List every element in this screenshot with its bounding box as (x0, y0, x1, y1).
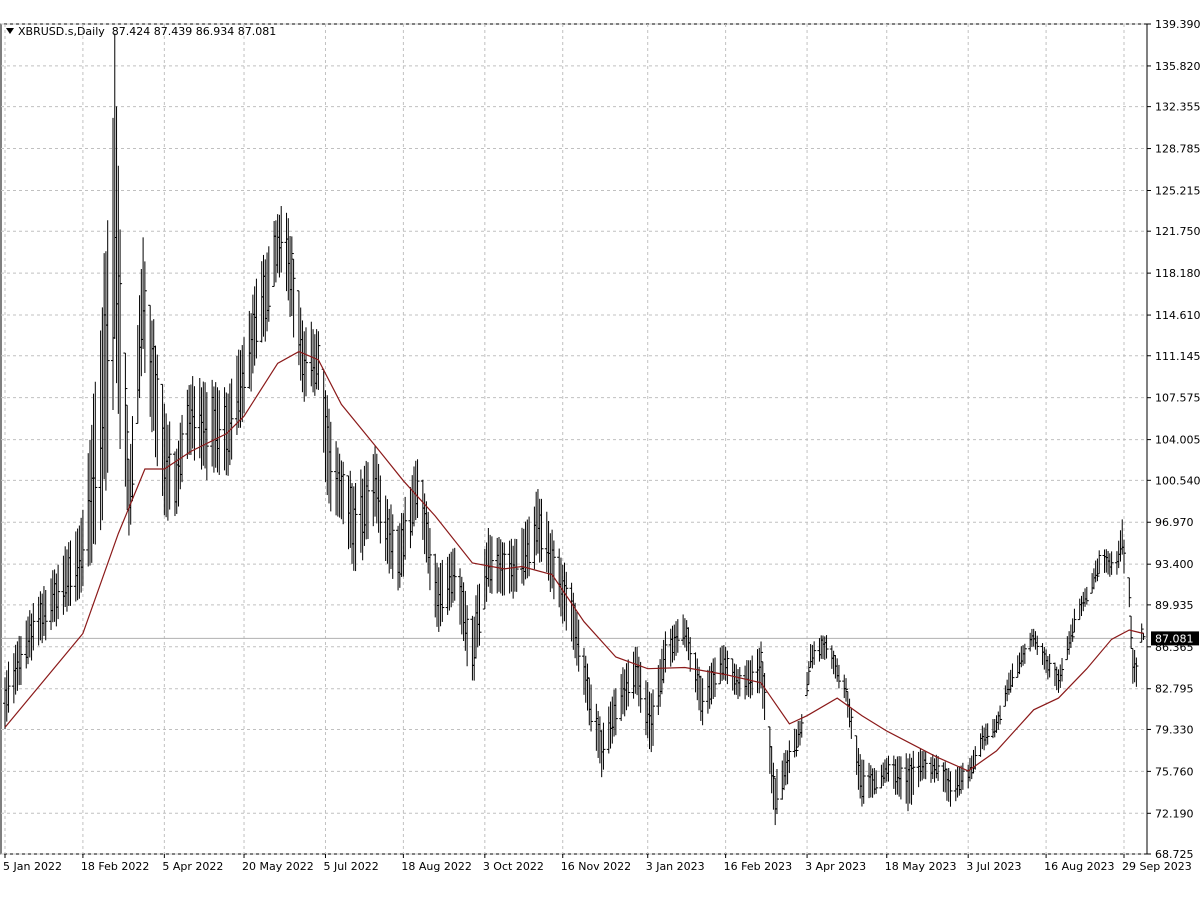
y-tick-label: 128.785 (1155, 143, 1200, 156)
x-tick-label: 20 May 2022 (242, 860, 314, 873)
x-tick-label: 16 Aug 2023 (1044, 860, 1114, 873)
x-tick-label: 18 May 2023 (885, 860, 957, 873)
collapse-triangle-icon[interactable] (6, 28, 14, 34)
x-tick-label: 29 Sep 2023 (1122, 860, 1192, 873)
last-price-tag-bg (1151, 631, 1199, 646)
x-axis: 5 Jan 2022 18 Feb 2022 5 Apr 2022 20 May 20… (3, 854, 1192, 873)
y-tick-label: 118.180 (1155, 267, 1200, 280)
last-price-tag: 87.081 (1151, 631, 1199, 646)
y-tick-label: 111.145 (1155, 350, 1200, 363)
last-price-label: 87.081 (1155, 632, 1194, 645)
y-tick-label: 121.750 (1155, 225, 1200, 238)
y-tick-label: 114.610 (1155, 309, 1200, 322)
x-tick-label: 18 Feb 2022 (81, 860, 149, 873)
y-tick-label: 107.575 (1155, 392, 1200, 405)
x-tick-label: 3 Jul 2023 (966, 860, 1021, 873)
symbol-label: XBRUSD.s,Daily (18, 25, 105, 38)
x-tick-label: 16 Nov 2022 (561, 860, 631, 873)
x-tick-label: 3 Apr 2023 (805, 860, 866, 873)
moving-average-line (4, 350, 1144, 772)
price-bars (3, 33, 1146, 826)
y-tick-label: 79.330 (1155, 723, 1194, 736)
x-tick-label: 16 Feb 2023 (724, 860, 792, 873)
y-axis: 139.390 135.820 132.355 128.785 125.215 121.7… (1147, 18, 1200, 861)
y-tick-label: 93.400 (1155, 558, 1194, 571)
y-tick-label: 139.390 (1155, 18, 1200, 31)
x-tick-label: 3 Jan 2023 (646, 860, 705, 873)
y-tick-label: 68.725 (1155, 848, 1194, 861)
y-tick-label: 96.970 (1155, 516, 1194, 529)
x-tick-label: 3 Oct 2022 (483, 860, 544, 873)
x-tick-label: 5 Apr 2022 (162, 860, 223, 873)
x-tick-label: 5 Jan 2022 (3, 860, 62, 873)
y-tick-label: 135.820 (1155, 60, 1200, 73)
chart-header: XBRUSD.s,Daily 87.424 87.439 86.934 87.0… (6, 25, 276, 38)
y-tick-label: 104.005 (1155, 434, 1200, 447)
ohlc-values: 87.424 87.439 86.934 87.081 (111, 25, 277, 38)
y-tick-label: 125.215 (1155, 184, 1200, 197)
y-tick-label: 132.355 (1155, 101, 1200, 114)
plot-frame (0, 23, 1148, 855)
x-tick-label: 18 Aug 2022 (401, 860, 471, 873)
y-tick-label: 72.190 (1155, 807, 1194, 820)
y-tick-label: 75.760 (1155, 765, 1194, 778)
y-tick-label: 82.795 (1155, 683, 1194, 696)
y-tick-label: 89.935 (1155, 599, 1194, 612)
y-tick-label: 100.540 (1155, 474, 1200, 487)
x-tick-label: 5 Jul 2022 (323, 860, 378, 873)
